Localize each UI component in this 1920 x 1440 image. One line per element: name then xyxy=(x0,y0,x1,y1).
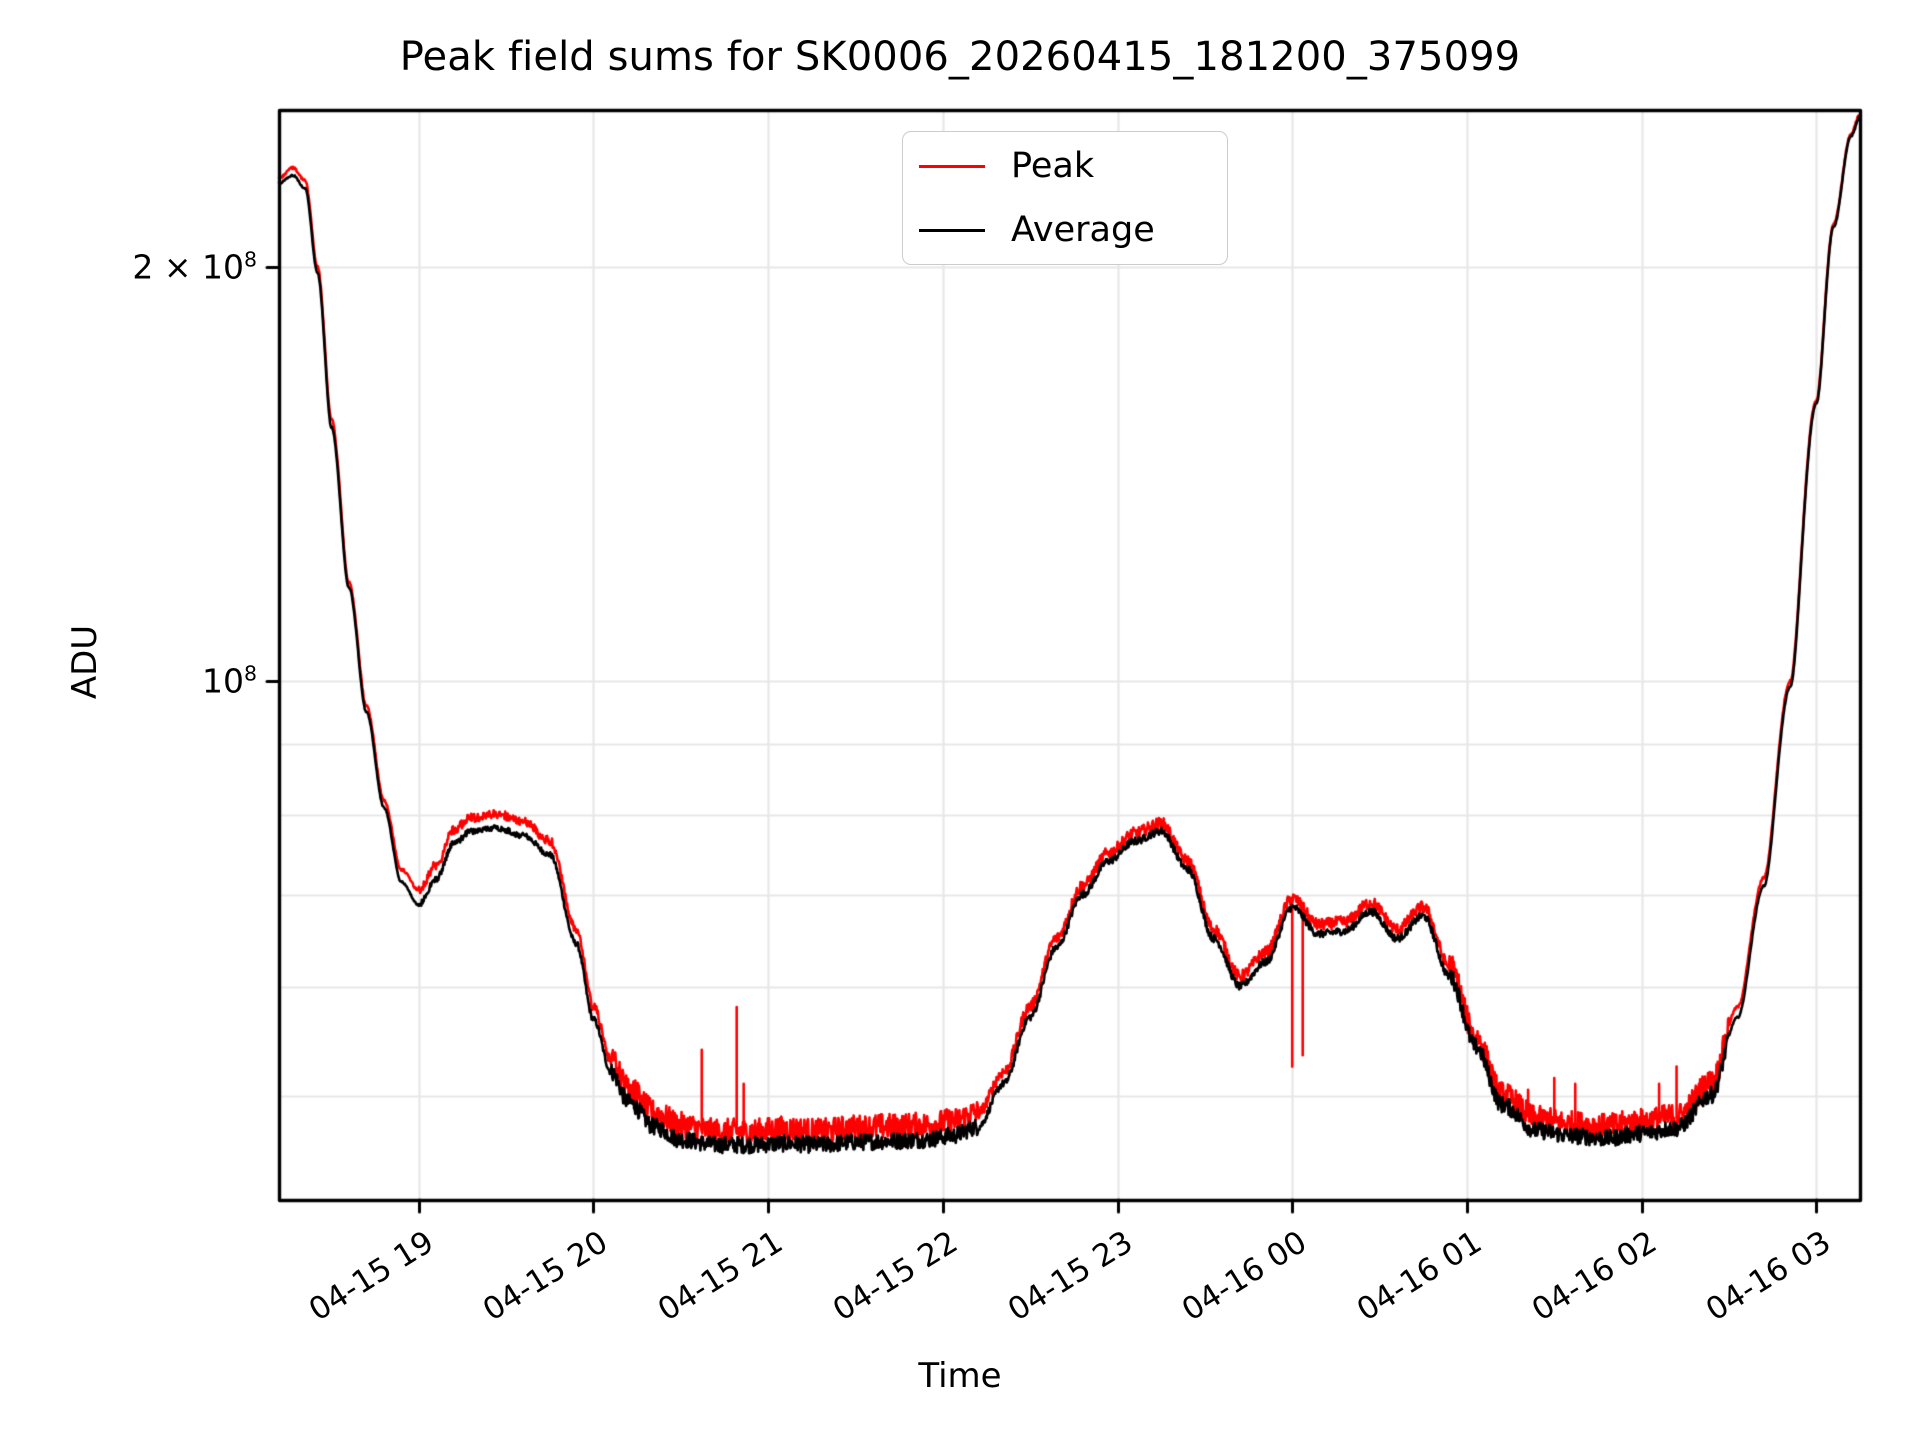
legend-item-average: Average xyxy=(903,202,1227,258)
x-axis-label: Time xyxy=(918,1356,1002,1396)
legend-item-peak: Peak xyxy=(903,138,1227,194)
y-tick-label: 108 xyxy=(202,662,257,701)
y-tick-mantissa: 2 × 10 xyxy=(132,247,244,287)
y-tick-exponent: 8 xyxy=(243,247,257,272)
legend-label-average: Average xyxy=(1011,210,1155,250)
legend-swatch-peak xyxy=(919,164,985,168)
y-tick-exponent: 8 xyxy=(243,661,257,686)
y-tick-label: 2 × 108 xyxy=(132,247,257,286)
legend: Peak Average xyxy=(902,131,1228,265)
y-axis-label: ADU xyxy=(65,624,105,700)
legend-swatch-average xyxy=(919,228,985,232)
y-tick-mantissa: 10 xyxy=(201,661,244,701)
legend-label-peak: Peak xyxy=(1011,146,1095,186)
